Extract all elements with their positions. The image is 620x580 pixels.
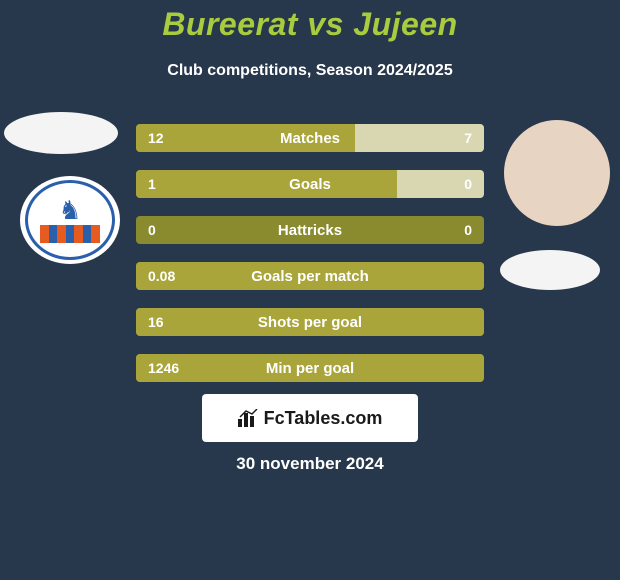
- vs-text: vs: [307, 6, 344, 42]
- stat-label: Matches: [136, 124, 484, 152]
- team-left-badge-inner: ♞: [25, 180, 115, 260]
- stat-label: Goals per match: [136, 262, 484, 290]
- stat-right-value: 0: [464, 216, 472, 244]
- stat-left-value: 12: [148, 124, 164, 152]
- stat-row-min-per-goal: Min per goal1246: [136, 354, 484, 382]
- player-left-avatar: [4, 112, 118, 154]
- stat-row-matches: Matches12 7: [136, 124, 484, 152]
- stat-row-hattricks: Hattricks0 0: [136, 216, 484, 244]
- fctables-logo-text: FcTables.com: [264, 408, 383, 429]
- badge-stripes: [40, 225, 100, 243]
- stat-row-shots-per-goal: Shots per goal16: [136, 308, 484, 336]
- fctables-logo: FcTables.com: [202, 394, 418, 442]
- stat-bars: Matches127Goals10Hattricks00Goals per ma…: [136, 124, 484, 400]
- stat-label: Goals: [136, 170, 484, 198]
- stat-right-value: 0: [464, 170, 472, 198]
- player-right-avatar: [504, 120, 610, 226]
- stat-left-value: 16: [148, 308, 164, 336]
- comparison-date: 30 november 2024: [0, 454, 620, 474]
- stat-left-value: 1: [148, 170, 156, 198]
- chart-bars-icon: [238, 409, 258, 427]
- player-right-name: Jujeen: [353, 6, 457, 42]
- subtitle: Club competitions, Season 2024/2025: [0, 62, 620, 80]
- stat-left-value: 0: [148, 216, 156, 244]
- team-left-badge: ♞: [20, 176, 120, 264]
- player-left-name: Bureerat: [162, 6, 298, 42]
- stat-left-value: 1246: [148, 354, 179, 382]
- stat-label: Min per goal: [136, 354, 484, 382]
- team-right-badge: [500, 250, 600, 290]
- horse-icon: ♞: [58, 197, 81, 223]
- stat-left-value: 0.08: [148, 262, 175, 290]
- stat-row-goals-per-match: Goals per match0.08: [136, 262, 484, 290]
- stat-label: Hattricks: [136, 216, 484, 244]
- stat-row-goals: Goals1 0: [136, 170, 484, 198]
- comparison-title: Bureerat vs Jujeen: [0, 6, 620, 43]
- stat-right-value: 7: [464, 124, 472, 152]
- stat-label: Shots per goal: [136, 308, 484, 336]
